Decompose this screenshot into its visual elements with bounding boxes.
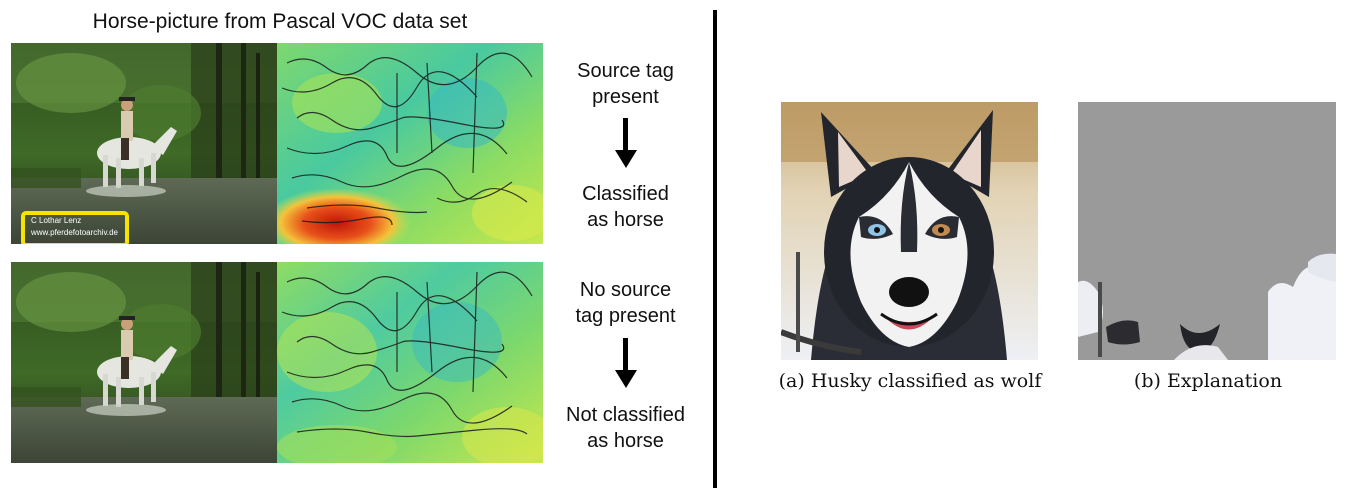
classified-line-2: as horse: [587, 209, 664, 231]
relevance-heatmap-image: [277, 43, 543, 244]
figure-divider: [713, 10, 717, 488]
source-tag-present-line-1: Source tag: [577, 60, 674, 82]
horse-photo-with-tag: C Lothar Lenz www.pferdefotoarchiv.de: [11, 43, 277, 244]
classified-line-1: Classified: [582, 183, 669, 205]
down-arrow-icon: [615, 118, 637, 168]
bottom-row-annotation: No source tag present: [553, 277, 698, 329]
caption-b: (b) Explanation: [1133, 370, 1283, 392]
not-classified-line-2: as horse: [587, 430, 664, 452]
relevance-heatmap-image-no-tag: [277, 262, 543, 463]
no-source-tag-line-2: tag present: [575, 305, 676, 327]
explanation-mask-image: [1078, 102, 1336, 360]
explanation-image: [1078, 102, 1336, 360]
husky-photo: [781, 102, 1038, 360]
bottom-row-result: Not classified as horse: [553, 402, 698, 454]
caption-a: (a) Husky classified as wolf: [778, 370, 1042, 392]
heatmap-with-tag: [277, 43, 543, 244]
figure-title: Horse-picture from Pascal VOC data set: [92, 10, 468, 33]
top-row-annotation: Source tag present: [553, 58, 698, 110]
husky-photo-image: [781, 102, 1038, 360]
heatmap-without-tag: [277, 262, 543, 463]
not-classified-line-1: Not classified: [566, 404, 685, 426]
down-arrow-icon: [615, 338, 637, 388]
watermark-line-1: C Lothar Lenz: [31, 216, 82, 225]
horse-photo-image-no-tag: [11, 262, 277, 463]
source-tag-highlight-box: [21, 211, 129, 244]
top-row-result: Classified as horse: [553, 181, 698, 233]
watermark-line-2: www.pferdefotoarchiv.de: [31, 228, 119, 237]
no-source-tag-line-1: No source: [579, 279, 672, 301]
source-tag-present-line-2: present: [592, 86, 659, 108]
horse-photo-without-tag: [11, 262, 277, 463]
